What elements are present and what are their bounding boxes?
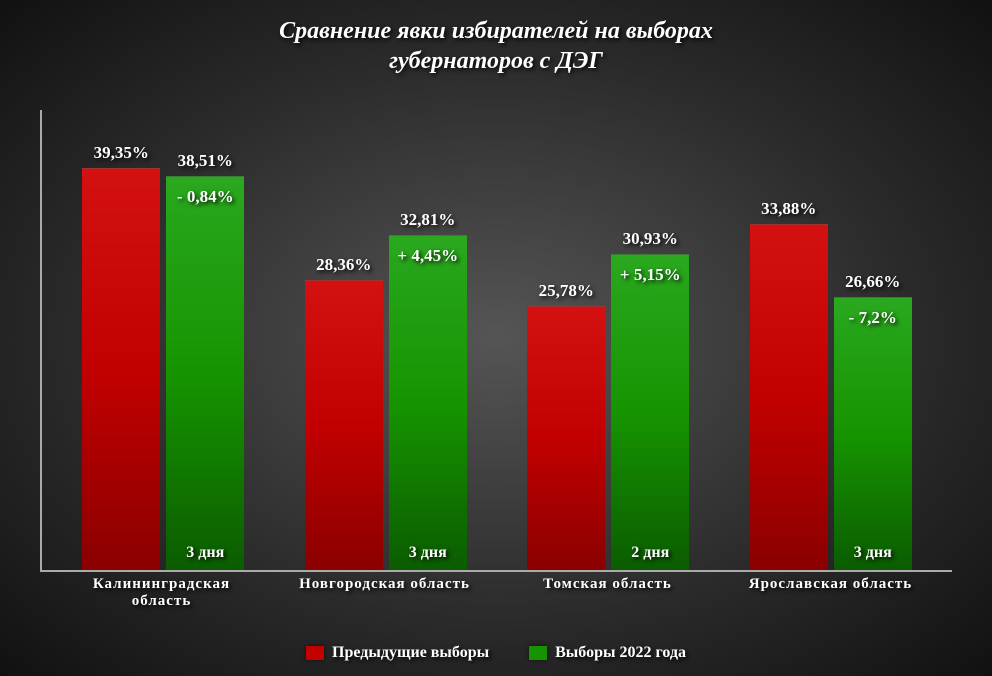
legend-label-2022: Выборы 2022 года <box>555 644 686 662</box>
bar-value-label: 25,78% <box>539 281 594 301</box>
bar-2022: 26,66%- 7,2%3 дня <box>834 297 912 570</box>
bar-2022: 32,81%+ 4,45%3 дня <box>389 235 467 570</box>
days-note: 3 дня <box>389 544 467 562</box>
bar-group: 33,88% 26,66% - 7,2% 3 дня <box>750 110 912 570</box>
plot-area: 39,35% 38,51% - 0,84% 3 дня 28,36% 32,81% + 4,… <box>40 110 952 572</box>
bar-2022: 30,93%+ 5,15%2 дня <box>611 254 689 570</box>
title-line-1: Сравнение явки избирателей на выборах <box>279 18 713 44</box>
bar-value-label: 33,88% <box>761 199 816 219</box>
title-line-2: губернаторов с ДЭГ <box>389 48 603 74</box>
bar-group: 25,78% 30,93% + 5,15% 2 дня <box>527 110 689 570</box>
x-axis-label: Калининградская область <box>72 576 252 610</box>
bar-previous: 39,35% <box>82 168 160 570</box>
chart-container: Сравнение явки избирателей на выборах гу… <box>0 0 992 676</box>
x-axis-label: Новгородская область <box>295 576 475 610</box>
delta-label: + 4,45% <box>397 246 458 266</box>
bar-value-label: 32,81% <box>400 210 455 230</box>
bar-2022: 38,51%- 0,84%3 дня <box>166 176 244 570</box>
legend-swatch-red <box>306 646 324 660</box>
delta-label: - 0,84% <box>177 187 234 207</box>
x-axis-labels: Калининградская область Новгородская обла… <box>40 576 952 610</box>
bar-previous: 25,78% <box>527 306 605 570</box>
bar-value-label: 39,35% <box>94 143 149 163</box>
legend-item-prev: Предыдущие выборы <box>306 644 489 662</box>
chart-title: Сравнение явки избирателей на выборах гу… <box>0 16 992 76</box>
bar-value-label: 26,66% <box>845 272 900 292</box>
x-axis-label: Ярославская область <box>741 576 921 610</box>
bar-value-label: 30,93% <box>623 229 678 249</box>
legend-swatch-green <box>529 646 547 660</box>
legend: Предыдущие выборы Выборы 2022 года <box>0 644 992 662</box>
bar-group: 28,36% 32,81% + 4,45% 3 дня <box>305 110 467 570</box>
delta-label: - 7,2% <box>849 308 897 328</box>
legend-item-2022: Выборы 2022 года <box>529 644 686 662</box>
bar-value-label: 38,51% <box>178 151 233 171</box>
days-note: 3 дня <box>166 544 244 562</box>
bar-previous: 28,36% <box>305 280 383 570</box>
days-note: 2 дня <box>611 544 689 562</box>
x-axis-label: Томская область <box>518 576 698 610</box>
bar-previous: 33,88% <box>750 224 828 570</box>
bar-group: 39,35% 38,51% - 0,84% 3 дня <box>82 110 244 570</box>
bar-value-label: 28,36% <box>316 255 371 275</box>
days-note: 3 дня <box>834 544 912 562</box>
legend-label-prev: Предыдущие выборы <box>332 644 489 662</box>
delta-label: + 5,15% <box>620 265 681 285</box>
